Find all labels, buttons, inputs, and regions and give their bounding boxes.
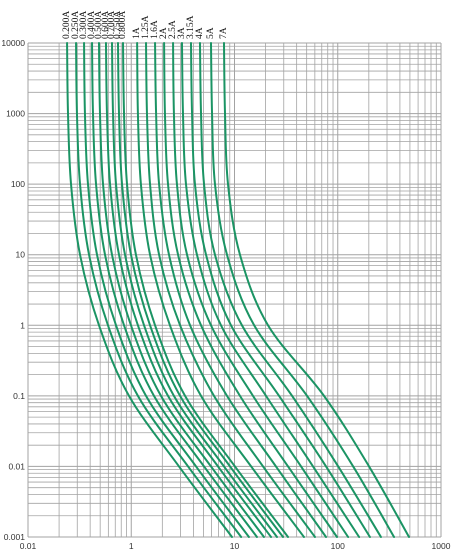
y-tick-label: 0.01 [8, 461, 25, 471]
curve-label-0-300a: 0.300A [79, 11, 89, 39]
curve-label-0-700a: 0.700A [107, 11, 117, 39]
y-tick-label: 1 [20, 320, 25, 330]
fuse-curves [66, 42, 411, 538]
y-tick-label: 0.1 [13, 391, 25, 401]
fuse-curve-0-250a [75, 42, 243, 538]
fuse-curve-0-200a [66, 42, 234, 538]
curve-label-3a: 3A [177, 27, 187, 39]
fuse-curve-0-400a [91, 42, 258, 538]
curve-label-7a: 7A [219, 27, 229, 39]
fuse-curve-0-750a [116, 42, 285, 538]
fuse-curve-3a [180, 42, 361, 538]
curve-label-0-800a: 0.800A [118, 11, 128, 39]
curve-label-3-15a: 3.15A [186, 15, 196, 39]
curve-label-0-500a: 0.500A [94, 11, 104, 39]
y-tick-label: 0.001 [4, 532, 26, 542]
fuse-curve-0-300a [83, 42, 250, 538]
curve-label-1-6a: 1.6A [150, 20, 160, 39]
fuse-curve-2a [163, 42, 338, 538]
fuse-curve-1-25a [145, 42, 316, 538]
curve-label-1-25a: 1.25A [141, 15, 151, 39]
curve-label-0-250a: 0.250A [71, 11, 81, 39]
curve-label-0-750a: 0.750A [113, 11, 123, 39]
curve-label-0-400a: 0.400A [87, 11, 97, 39]
curve-label-5a: 5A [206, 27, 216, 39]
plot-grid [27, 42, 442, 538]
x-tick-label: 10 [230, 541, 240, 551]
y-tick-label: 10000 [1, 38, 25, 48]
fuse-curve-5a [209, 42, 396, 538]
x-tick-label: 100 [331, 541, 345, 551]
x-tick-label: 0.01 [20, 541, 37, 551]
curve-label-0-600a: 0.600A [101, 11, 111, 39]
y-tick-label: 10 [16, 250, 26, 260]
y-axis-tick-labels: 10000 1000 100 10 1 0.1 0.01 0.001 [1, 38, 25, 542]
x-tick-label: 1 [129, 541, 134, 551]
y-tick-label: 1000 [6, 109, 25, 119]
fuse-curve-3-15a [189, 42, 371, 538]
x-axis-tick-labels: 0.01 1 10 100 1000 [20, 541, 451, 551]
curve-label-1a: 1A [132, 27, 142, 39]
fuse-curve-1a [136, 42, 305, 538]
fuse-curve-7a [222, 42, 411, 538]
fuse-curve-0-600a [104, 42, 273, 538]
fuse-curve-0-800a [122, 42, 290, 538]
curve-label-4a: 4A [195, 27, 205, 39]
y-tick-label: 100 [11, 179, 25, 189]
curve-label-2a: 2A [159, 27, 169, 39]
curve-label-0-200a: 0.200A [62, 11, 72, 39]
curve-label-2-5a: 2.5A [168, 20, 178, 39]
x-tick-label: 1000 [432, 541, 451, 551]
fuse-curve-4a [198, 42, 382, 538]
fuse-curve-0-500a [97, 42, 265, 538]
curve-labels: 0.200A0.250A0.300A0.400A0.500A0.600A0.70… [62, 11, 229, 39]
fuse-curve-2-5a [172, 42, 350, 538]
fuse-curve-0-700a [111, 42, 278, 538]
fuse-curve-1-6a [154, 42, 328, 538]
